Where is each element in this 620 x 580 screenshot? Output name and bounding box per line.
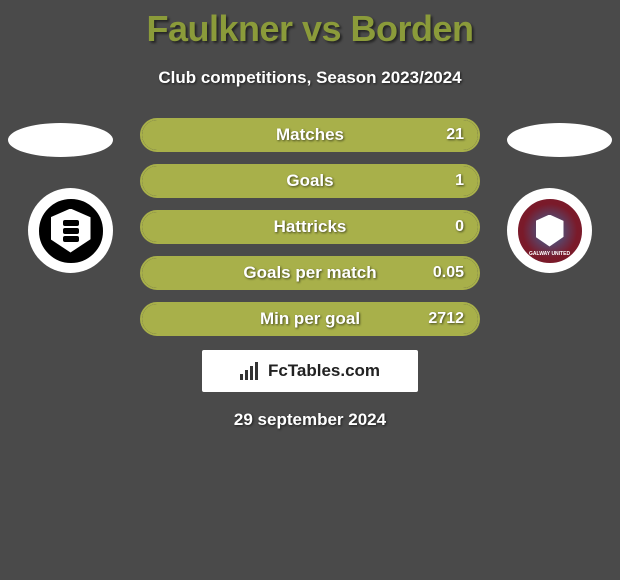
branding-panel: FcTables.com: [202, 350, 418, 392]
galway-crest-text: GALWAY UNITED: [518, 252, 582, 257]
stat-label: Matches: [142, 125, 478, 145]
dundalk-crest: [36, 196, 106, 266]
stat-value-right: 0: [455, 218, 464, 236]
date-label: 29 september 2024: [0, 410, 620, 430]
branding-text: FcTables.com: [268, 361, 380, 381]
stats-list: Matches21 Goals1 Hattricks0 Goals per match…: [140, 118, 480, 336]
chart-icon: [240, 362, 262, 380]
stat-label: Goals: [142, 171, 478, 191]
stat-value-right: 1: [455, 172, 464, 190]
page-title: Faulkner vs Borden: [0, 0, 620, 50]
stat-value-right: 21: [446, 126, 464, 144]
stat-value-right: 2712: [428, 310, 464, 328]
club-badge-left: [28, 188, 113, 273]
stat-value-right: 0.05: [433, 264, 464, 282]
galway-shield-icon: [536, 215, 564, 247]
stat-row: Min per goal2712: [140, 302, 480, 336]
comparison-content: GALWAY UNITED Matches21 Goals1 Hattricks0 G…: [0, 118, 620, 430]
player-left-photo-placeholder: [8, 123, 113, 157]
stat-row: Hattricks0: [140, 210, 480, 244]
player-right-photo-placeholder: [507, 123, 612, 157]
stat-row: Goals per match0.05: [140, 256, 480, 290]
stat-label: Goals per match: [142, 263, 478, 283]
galway-crest: GALWAY UNITED: [515, 196, 585, 266]
stat-label: Hattricks: [142, 217, 478, 237]
stat-row: Matches21: [140, 118, 480, 152]
club-badge-right: GALWAY UNITED: [507, 188, 592, 273]
subtitle: Club competitions, Season 2023/2024: [0, 68, 620, 88]
dundalk-shield-icon: [51, 209, 91, 253]
stat-row: Goals1: [140, 164, 480, 198]
